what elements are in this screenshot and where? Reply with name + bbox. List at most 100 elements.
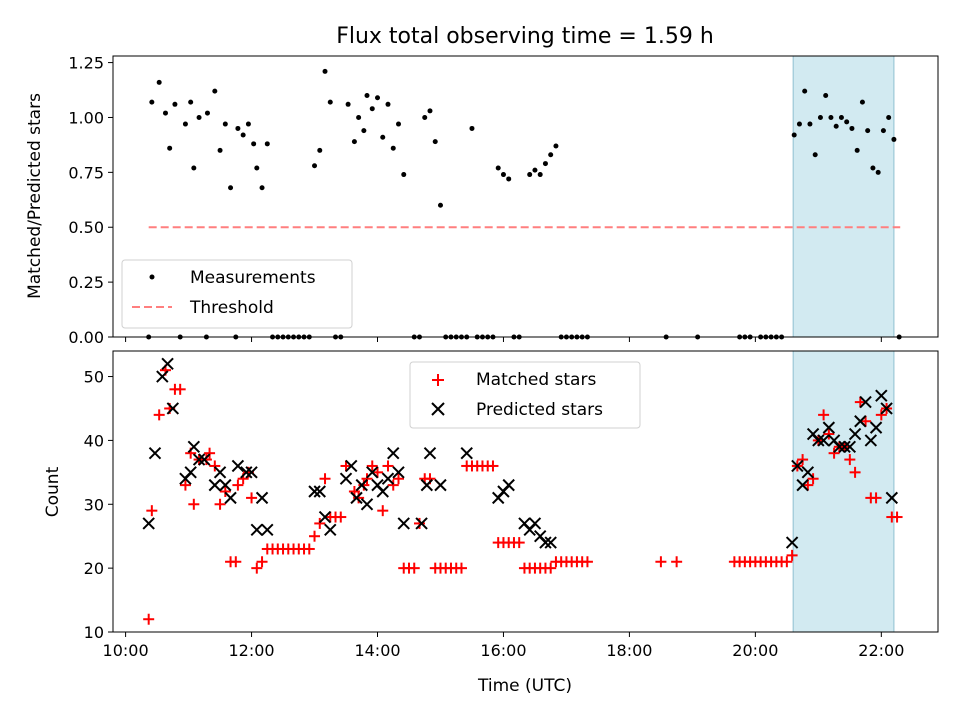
x-tick-label: 18:00: [606, 641, 652, 660]
measurement-point: [527, 172, 533, 178]
matched-star-point: [319, 473, 331, 485]
matched-star-point: [513, 537, 525, 549]
predicted-star-point: [423, 446, 437, 460]
predicted-star-point: [184, 466, 197, 479]
bottom-x-ticks: 10:00 12:00 14:00 16:00 18:00 20:00 22:00: [103, 632, 904, 660]
measurement-point: [254, 165, 260, 171]
matched-star-point: [781, 556, 793, 568]
measurement-point: [156, 79, 162, 85]
matched-star-point: [413, 517, 425, 529]
x-tick-label: 22:00: [858, 641, 904, 660]
predicted-star-point: [308, 485, 321, 498]
x-axis-label: Time (UTC): [477, 676, 572, 696]
predicted-star-point: [397, 517, 410, 530]
predicted-star-point: [544, 536, 557, 549]
measurement-point: [537, 172, 543, 178]
predicted-star-point: [198, 453, 211, 466]
matched-star-point: [303, 543, 315, 555]
predicted-star-point: [502, 478, 515, 492]
predicted-star-point: [192, 453, 206, 466]
top-y-tick-label: 0.50: [68, 218, 104, 237]
predicted-star-point: [245, 466, 258, 479]
measurement-point: [191, 165, 197, 171]
measurement-point: [235, 125, 241, 131]
matched-star-point: [179, 479, 191, 491]
bottom-panel: 10 20 30 40 50 10:00 12:00 14:00 16:00 18:00 20:0…: [43, 350, 939, 696]
predicted-star-point: [156, 370, 169, 383]
measurement-point: [222, 121, 228, 127]
matched-star-point: [219, 486, 231, 497]
predicted-star-point: [801, 466, 815, 479]
top-panel: 0.00 0.25 0.50 0.75 1.00 1.25 Matched/Predict…: [25, 54, 939, 347]
measurement-point: [500, 172, 506, 178]
top-y-tick-label: 0.00: [68, 328, 104, 347]
measurement-point: [891, 136, 897, 142]
matched-star-point: [818, 409, 830, 421]
measurement-point: [364, 93, 370, 99]
measurement-point: [880, 128, 886, 134]
matched-star-point: [204, 447, 216, 459]
measurement-point: [217, 147, 223, 153]
bottom-data-marks: [142, 357, 903, 625]
matched-star-point: [828, 447, 840, 459]
matched-star-point: [870, 492, 882, 504]
predicted-star-point: [539, 536, 552, 549]
measurement-point: [172, 101, 178, 107]
predicted-star-point: [838, 440, 851, 454]
predicted-star-point: [213, 466, 227, 479]
predicted-star-point: [528, 517, 542, 530]
measurement-point: [854, 147, 860, 153]
predicted-star-point: [859, 395, 872, 409]
matched-star-point: [875, 409, 887, 421]
measurement-point: [361, 128, 367, 134]
measurement-point: [204, 110, 210, 116]
measurement-point: [432, 139, 438, 145]
matched-star-point: [314, 517, 326, 529]
top-highlight-span: [792, 55, 895, 338]
matched-star-point: [807, 473, 819, 485]
measurement-point: [245, 121, 251, 127]
measurement-point: [812, 152, 818, 158]
matched-star-point: [188, 498, 200, 510]
measurement-point: [870, 165, 876, 171]
top-y-tick-label: 1.00: [68, 108, 104, 127]
matched-star-point: [797, 454, 809, 466]
predicted-star-point: [869, 421, 883, 434]
measurement-point: [469, 125, 475, 131]
predicted-star-point: [350, 491, 363, 505]
measurement-point: [807, 121, 813, 127]
matched-star-point: [174, 383, 186, 395]
matched-star-point: [671, 556, 683, 568]
predicted-star-point: [822, 421, 836, 434]
bottom-legend: Matched stars Predicted stars: [409, 361, 641, 429]
predicted-star-point: [875, 389, 888, 402]
matched-star-point: [209, 460, 221, 472]
matched-star-point: [377, 505, 389, 517]
measurement-point: [167, 145, 173, 151]
measurement-point: [849, 125, 855, 131]
measurement-point: [375, 95, 381, 101]
measurement-point: [312, 163, 318, 169]
measurement-point: [823, 93, 829, 99]
predicted-star-point: [250, 523, 264, 537]
predicted-star-point: [854, 415, 867, 428]
bottom-y-ticks: 10 20 30 40 50: [84, 368, 113, 642]
matched-star-point: [372, 466, 384, 478]
bottom-legend-box: [409, 361, 641, 429]
top-y-tick-label: 0.75: [68, 163, 104, 182]
matched-star-point: [844, 454, 856, 466]
predicted-star-point: [161, 357, 174, 370]
predicted-star-point: [360, 498, 374, 511]
predicted-star-point: [219, 478, 232, 492]
legend-matched-marker: [432, 374, 444, 386]
bottom-y-tick-label: 50: [84, 368, 104, 387]
measurement-point: [240, 132, 246, 138]
x-tick-label: 16:00: [480, 641, 526, 660]
predicted-star-point: [345, 459, 358, 473]
legend-measurements-marker: [149, 274, 155, 280]
matched-star-point: [455, 562, 467, 574]
measurement-point: [351, 139, 357, 145]
measurement-point: [188, 99, 194, 105]
matched-star-point: [200, 454, 212, 466]
